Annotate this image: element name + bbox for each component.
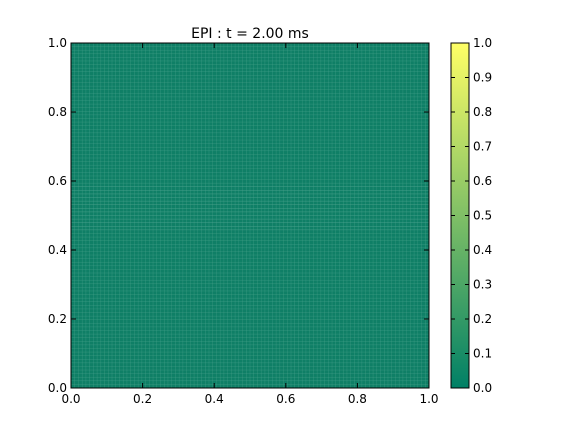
colorbar-tick-label: 0.8 xyxy=(473,105,492,119)
colorbar-tick-label: 0.5 xyxy=(473,209,492,223)
colorbar-tick-label: 0.2 xyxy=(473,312,492,326)
colorbar-tick-label: 0.3 xyxy=(473,278,492,292)
y-tick-label: 0.4 xyxy=(48,243,67,257)
colorbar-tick-label: 0.9 xyxy=(473,71,492,85)
axis-ticks xyxy=(70,42,430,389)
colorbar-tick-label: 1.0 xyxy=(473,36,492,50)
y-tick-labels: 0.0 0.2 0.4 0.6 0.8 1.0 xyxy=(48,36,67,395)
colorbar xyxy=(451,43,469,388)
colorbar-tick-label: 0.7 xyxy=(473,140,492,154)
y-tick-label: 0.0 xyxy=(48,381,67,395)
y-tick-label: 0.8 xyxy=(48,105,67,119)
x-tick-label: 0.4 xyxy=(205,392,224,406)
x-tick-label: 0.6 xyxy=(276,392,295,406)
y-tick-label: 1.0 xyxy=(48,36,67,50)
mesh-grid xyxy=(71,43,429,388)
plot-frame xyxy=(70,42,430,389)
colorbar-tick-label: 0.1 xyxy=(473,347,492,361)
x-tick-label: 0.0 xyxy=(61,392,80,406)
y-tick-label: 0.2 xyxy=(48,312,67,326)
x-tick-label: 1.0 xyxy=(419,392,438,406)
y-tick-label: 0.6 xyxy=(48,174,67,188)
chart-title: EPI : t = 2.00 ms xyxy=(191,26,309,42)
colorbar-tick-label: 0.4 xyxy=(473,243,492,257)
x-tick-label: 0.8 xyxy=(348,392,367,406)
x-tick-label: 0.2 xyxy=(133,392,152,406)
colorbar-ticks xyxy=(451,42,469,389)
colorbar-tick-label: 0.6 xyxy=(473,174,492,188)
x-tick-labels: 0.0 0.2 0.4 0.6 0.8 1.0 xyxy=(61,392,438,406)
colorbar-tick-labels: 0.0 0.1 0.2 0.3 0.4 0.5 0.6 0.7 0.8 0.9 1.0 xyxy=(473,36,492,395)
colorbar-tick-label: 0.0 xyxy=(473,381,492,395)
